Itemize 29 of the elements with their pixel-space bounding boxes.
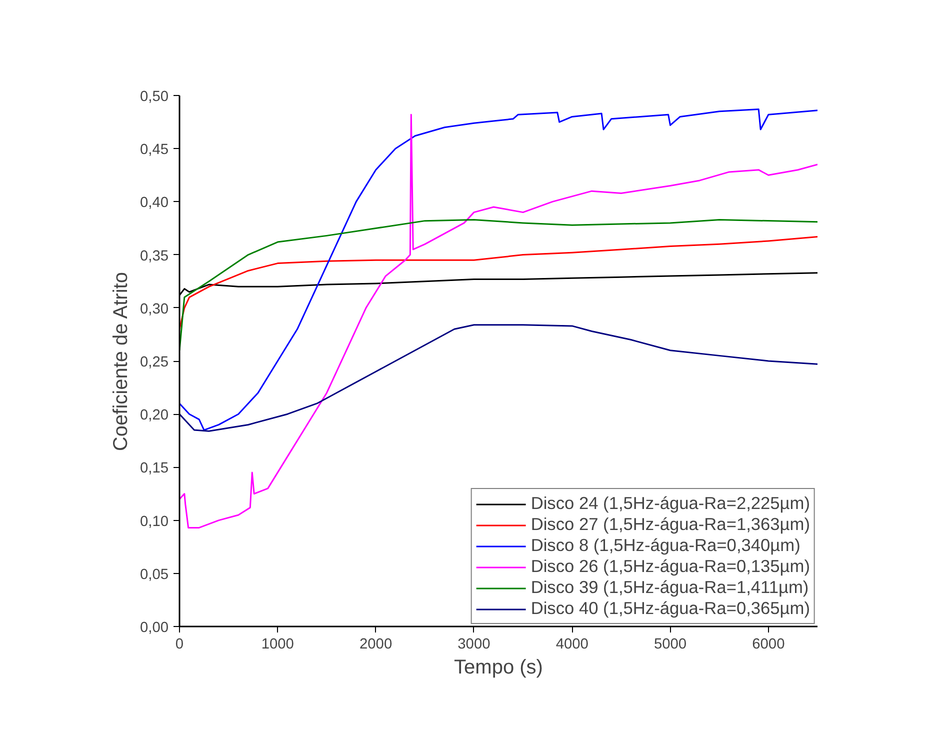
x-tick-label: 3000	[458, 636, 490, 652]
y-tick-label: 0,25	[140, 354, 169, 370]
y-tick-label: 0,20	[140, 408, 169, 424]
y-tick-label: 0,05	[140, 566, 169, 583]
x-axis-title: Tempo (s)	[454, 656, 543, 678]
y-tick-label: 0,45	[140, 142, 169, 158]
y-tick-label: 0,50	[140, 89, 169, 105]
x-tick-label: 2000	[360, 636, 392, 652]
y-tick-label: 0,10	[140, 514, 169, 530]
line-series	[180, 236, 818, 330]
y-tick-label: 0,40	[140, 195, 169, 212]
y-tick-label: 0,35	[140, 248, 169, 264]
x-tick-label: 6000	[752, 636, 785, 652]
y-tick-label: 0,00	[140, 620, 169, 636]
y-tick-label: 0,30	[140, 301, 169, 318]
x-tick-label: 0	[175, 636, 184, 652]
line-series	[180, 324, 818, 432]
y-tick-label: 0,15	[140, 460, 169, 477]
legend-label: Disco 27 (1,5Hz-água-Ra=1,363µm)	[530, 514, 810, 535]
legend-label: Disco 24 (1,5Hz-água-Ra=2,225µm)	[530, 493, 810, 514]
y-axis-title: Coeficiente de Atrito	[110, 272, 132, 452]
legend-label: Disco 26 (1,5Hz-água-Ra=0,135µm)	[530, 556, 810, 577]
legend-label: Disco 39 (1,5Hz-água-Ra=1,411µm)	[530, 577, 809, 598]
legend-label: Disco 40 (1,5Hz-água-Ra=0,365µm)	[530, 598, 810, 619]
line-series	[180, 108, 818, 431]
x-tick-label: 1000	[261, 636, 294, 652]
x-tick-label: 5000	[654, 636, 687, 652]
x-tick-label: 4000	[556, 636, 588, 652]
legend-label: Disco 8 (1,5Hz-água-Ra=0,340µm)	[530, 535, 800, 556]
